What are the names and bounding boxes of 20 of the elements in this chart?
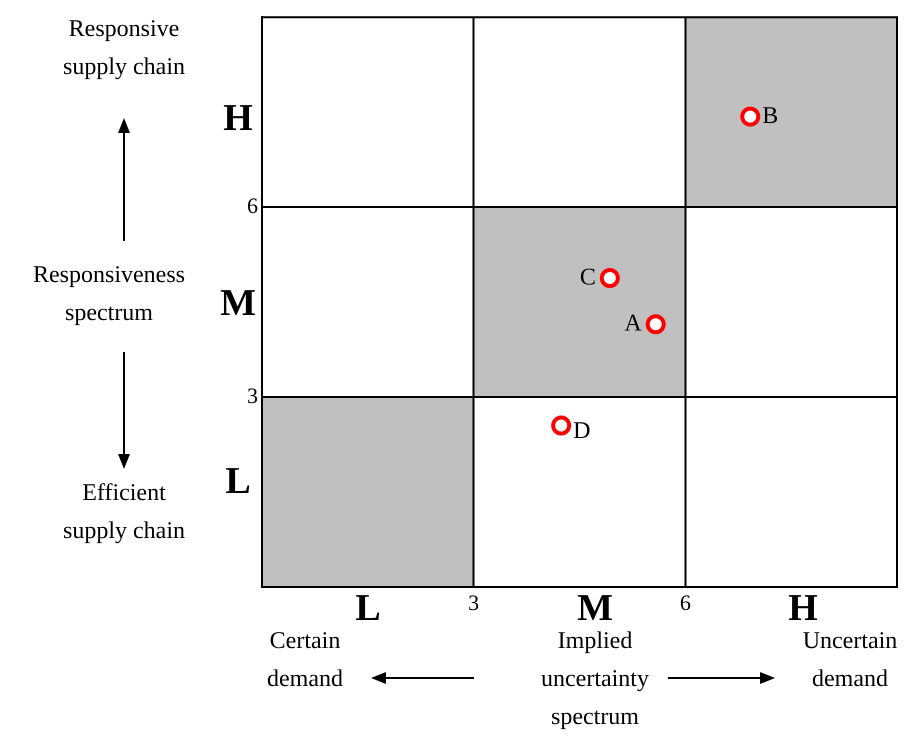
point	[600, 268, 620, 288]
point	[646, 314, 666, 334]
series-label: D	[573, 418, 590, 444]
y-axis-title: Responsiveness spectrum	[32, 261, 186, 328]
series-label: B	[762, 102, 778, 129]
text: Responsive supply chain	[62, 15, 186, 82]
text: L	[224, 459, 252, 503]
point	[740, 106, 760, 127]
annotation: M	[576, 586, 614, 630]
annotation: L	[355, 587, 381, 629]
series-label: C	[580, 264, 596, 290]
annotation: H	[787, 586, 819, 630]
text: Efficient supply chain	[62, 479, 186, 546]
x-axis-title: Implied uncertainty spectrum	[540, 627, 650, 732]
point	[551, 416, 572, 436]
series-label: A	[624, 310, 642, 337]
text: H	[222, 96, 254, 140]
text: Uncertain demand	[802, 627, 898, 694]
text: M	[219, 281, 257, 325]
text: Certain demand	[267, 628, 343, 692]
